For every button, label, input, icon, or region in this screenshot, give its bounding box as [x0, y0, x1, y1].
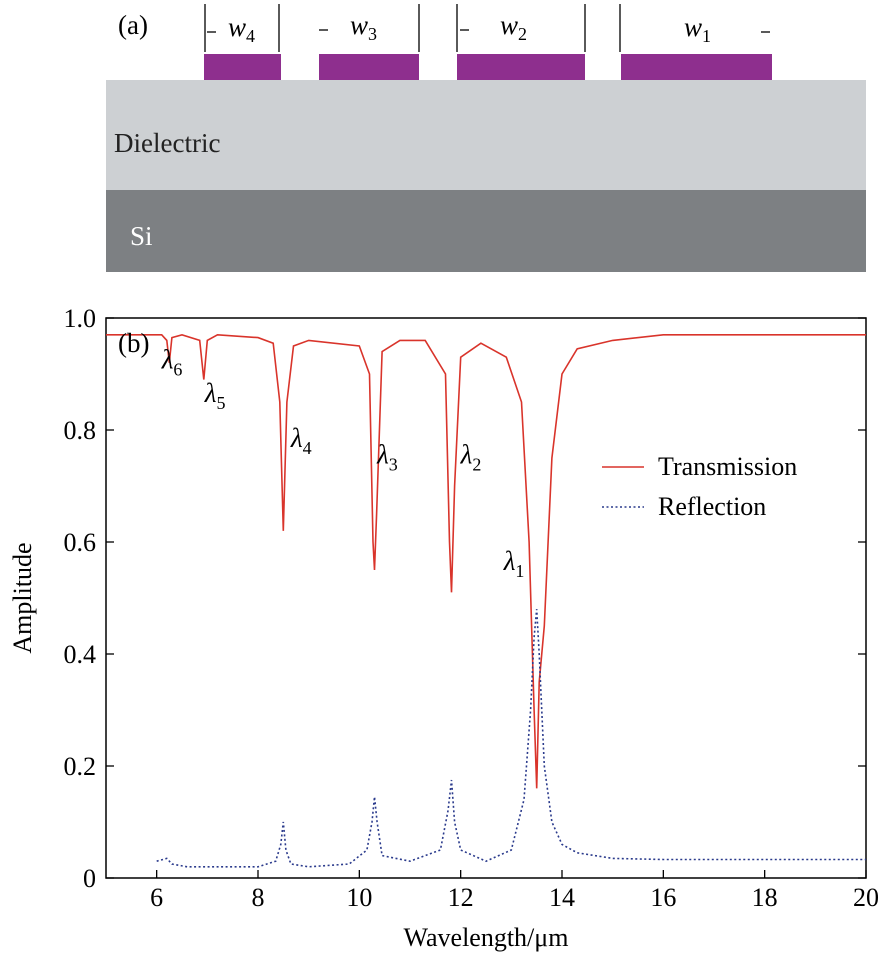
width-markers — [204, 4, 770, 52]
panel-a-label: (a) — [118, 10, 148, 40]
annotation-lambda-4-sym: λ — [290, 423, 303, 453]
width-label-w3: w3 — [350, 10, 377, 44]
width-label-w1: w1 — [684, 12, 711, 46]
width-label-w3-sub: 3 — [368, 24, 377, 44]
annotation-lambda-2-sym: λ — [460, 440, 473, 470]
annotation-lambda-1: λ1 — [503, 546, 525, 581]
width-label-w4-sym: w — [228, 12, 246, 42]
annotation-lambda-6: λ6 — [161, 344, 183, 379]
x-tick-label-5: 16 — [650, 883, 676, 912]
annotation-lambda-3-sub: 3 — [389, 455, 398, 475]
annotation-lambda-4: λ4 — [290, 423, 312, 458]
si-label: Si — [130, 221, 153, 251]
y-tick-label-3: 0.6 — [64, 528, 97, 557]
width-label-w2: w2 — [500, 10, 527, 44]
x-tick-label-7: 20 — [853, 883, 879, 912]
series-transmission-line — [106, 333, 866, 789]
metal-strip-3 — [319, 54, 419, 80]
y-tick-label-4: 0.8 — [64, 416, 97, 445]
legend-label-reflection: Reflection — [658, 492, 766, 521]
dielectric-layer — [106, 80, 866, 190]
dielectric-label: Dielectric — [114, 128, 220, 158]
panel-b-label: (b) — [118, 328, 149, 358]
y-tick-label-1: 0.2 — [64, 752, 97, 781]
width-label-w1-sym: w — [684, 12, 702, 42]
metal-strip-4 — [204, 54, 281, 80]
annotation-lambda-5-sym: λ — [204, 378, 217, 408]
y-tick-label-0: 0 — [83, 864, 96, 893]
x-tick-label-1: 8 — [252, 883, 265, 912]
series-layer — [106, 333, 866, 868]
x-tick-label-2: 10 — [346, 883, 372, 912]
width-label-w4: w4 — [228, 12, 255, 46]
annotation-lambda-5: λ5 — [204, 378, 226, 413]
x-tick-label-4: 14 — [549, 883, 575, 912]
annotation-lambda-1-sub: 1 — [515, 561, 524, 581]
plot-frame — [105, 317, 867, 879]
x-tick-label-0: 6 — [150, 883, 163, 912]
width-label-w3-sym: w — [350, 10, 368, 40]
y-axis-label: Amplitude — [8, 542, 37, 653]
x-axis-label: Wavelength/μm — [404, 923, 569, 952]
width-label-w2-sym: w — [500, 10, 518, 40]
annotation-lambda-2: λ2 — [460, 440, 482, 475]
metal-strip-2 — [457, 54, 585, 80]
legend-label-transmission: Transmission — [658, 452, 797, 481]
annotation-lambda-3-sym: λ — [376, 440, 389, 470]
annotation-lambda-6-sub: 6 — [173, 359, 182, 379]
annotation-lambda-3: λ3 — [376, 440, 398, 475]
x-tick-label-3: 12 — [448, 883, 474, 912]
y-tick-label-2: 0.4 — [64, 640, 97, 669]
y-tick-label-5: 1.0 — [64, 304, 97, 333]
annotation-lambda-1-sym: λ — [503, 546, 516, 576]
x-tick-label-6: 18 — [752, 883, 778, 912]
annotation-lambda-4-sub: 4 — [303, 438, 312, 458]
annotation-lambda-5-sub: 5 — [217, 393, 226, 413]
si-layer — [106, 190, 866, 272]
width-label-w4-sub: 4 — [246, 26, 255, 46]
metal-strip-1 — [621, 54, 772, 80]
width-label-w1-sub: 1 — [702, 26, 711, 46]
legend: Transmission Reflection — [602, 452, 797, 521]
width-label-w2-sub: 2 — [518, 24, 527, 44]
annotation-lambda-6-sym: λ — [161, 344, 174, 374]
annotation-lambda-2-sub: 2 — [472, 455, 481, 475]
panel-a-schematic: (a) Dielectric Si w4 w3 w2 w1 — [106, 4, 866, 272]
series-reflection-line — [156, 609, 866, 868]
